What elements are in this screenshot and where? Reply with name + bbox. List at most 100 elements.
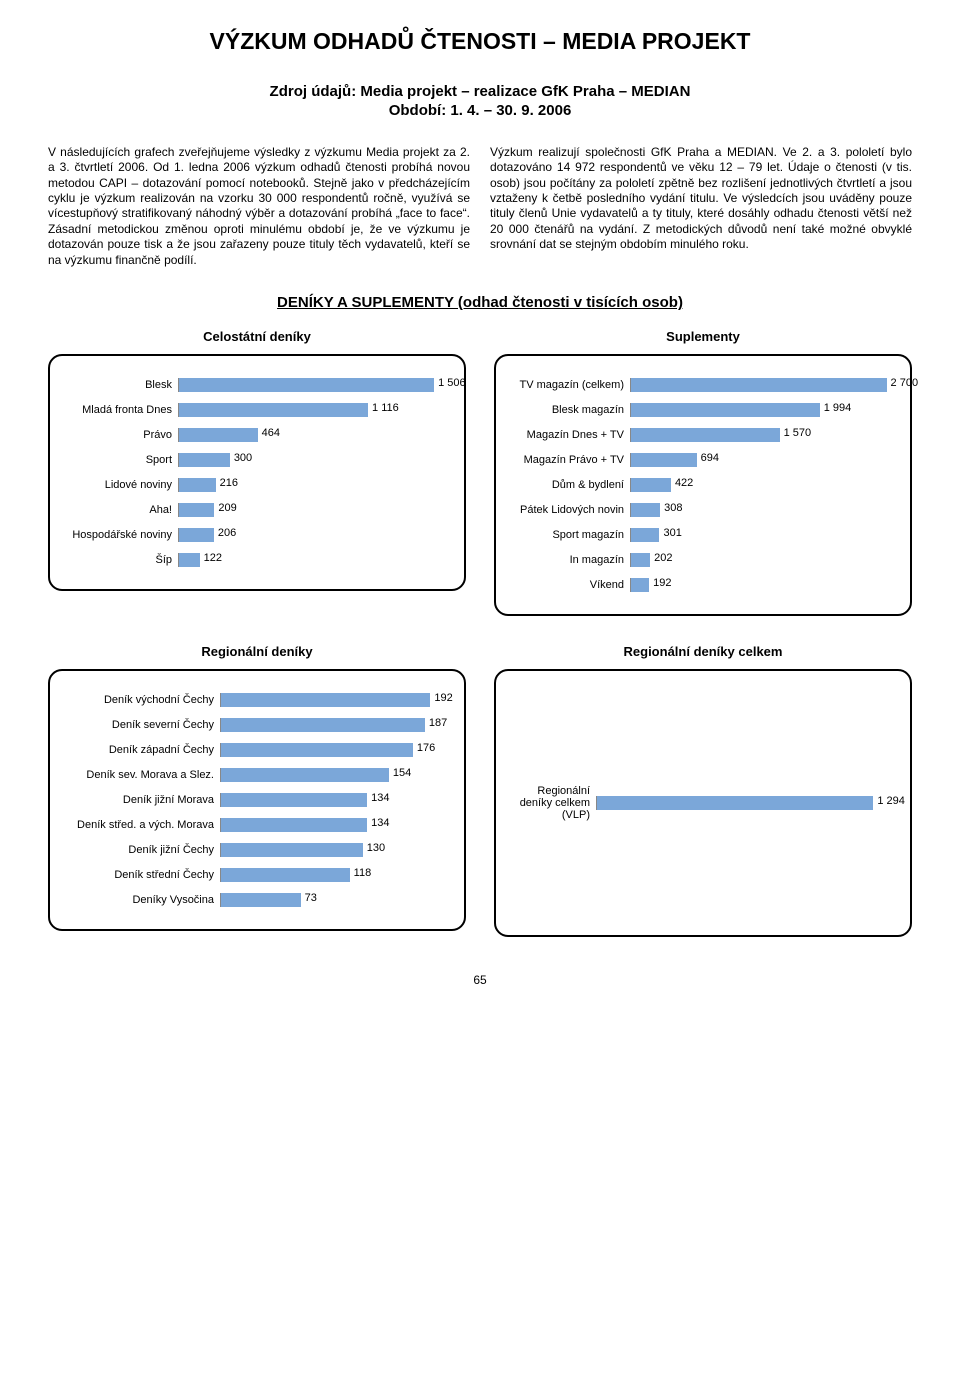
chart-caption: Regionální deníky [48, 644, 466, 659]
bar-value: 694 [701, 452, 719, 464]
chart-row-1: Celostátní deníky Blesk1 506 Mladá fronta… [48, 329, 912, 616]
bar-value: 216 [220, 477, 238, 489]
bar-label: Deník východní Čechy [60, 694, 220, 706]
bar-value: 192 [434, 692, 452, 704]
bar-value: 308 [664, 502, 682, 514]
body-left: V následujících grafech zveřejňujeme výs… [48, 145, 470, 268]
bar-row: Regionální deníky celkem (VLP)1 294 [506, 793, 896, 813]
chart-celostatni-block: Celostátní deníky Blesk1 506 Mladá fronta… [48, 329, 466, 616]
bar-fill [179, 378, 434, 392]
chart-caption: Celostátní deníky [48, 329, 466, 344]
bar-track: 206 [178, 528, 450, 542]
bar-fill [221, 768, 389, 782]
bar-label: Hospodářské noviny [60, 529, 178, 541]
bar-row: In magazín 202 [506, 550, 896, 570]
bar-value: 1 506 [438, 377, 466, 389]
bar-track: 1 570 [630, 428, 896, 442]
bar-label: Aha! [60, 504, 178, 516]
bar-row: TV magazín (celkem)2 700 [506, 375, 896, 395]
bar-fill [179, 428, 258, 442]
chart-regionalni-celkem-block: Regionální deníky celkem Regionální dení… [494, 644, 912, 937]
bar-value: 464 [262, 427, 280, 439]
bar-value: 206 [218, 527, 236, 539]
bar-row: Mladá fronta Dnes1 116 [60, 400, 450, 420]
bar-value: 1 294 [877, 795, 905, 807]
chart-suplementy-block: Suplementy TV magazín (celkem)2 700Blesk… [494, 329, 912, 616]
bar-track: 300 [178, 453, 450, 467]
bar-track: 202 [630, 553, 896, 567]
bar-fill [179, 453, 230, 467]
bar-track: 1 116 [178, 403, 450, 417]
period-line: Období: 1. 4. – 30. 9. 2006 [48, 102, 912, 119]
bar-fill [631, 453, 697, 467]
bar-label: Deník jižní Čechy [60, 844, 220, 856]
bar-track: 694 [630, 453, 896, 467]
bar-value: 192 [653, 577, 671, 589]
bar-value: 202 [654, 552, 672, 564]
bar-track: 192 [630, 578, 896, 592]
bar-row: Dům & bydlení422 [506, 475, 896, 495]
bar-track: 1 506 [178, 378, 450, 392]
bar-value: 209 [218, 502, 236, 514]
bar-fill [221, 893, 301, 907]
bar-value: 1 994 [824, 402, 852, 414]
bar-value: 187 [429, 717, 447, 729]
bar-row: Magazín Právo + TV694 [506, 450, 896, 470]
bar-chart-regionalni: Deník východní Čechy 192 Deník severní Čec… [60, 690, 450, 910]
bar-row: Deník severní Čechy 187 [60, 715, 450, 735]
bar-track: 422 [630, 478, 896, 492]
bar-label: Právo [60, 429, 178, 441]
bar-track: 209 [178, 503, 450, 517]
bar-value: 300 [234, 452, 252, 464]
bar-value: 118 [354, 867, 372, 879]
bar-label: Deník severní Čechy [60, 719, 220, 731]
bar-value: 154 [393, 767, 411, 779]
bar-label: Deník sev. Morava a Slez. [60, 769, 220, 781]
bar-fill [221, 793, 367, 807]
bar-row: Právo 464 [60, 425, 450, 445]
main-title: VÝZKUM ODHADŮ ČTENOSTI – MEDIA PROJEKT [48, 28, 912, 55]
body-columns: V následujících grafech zveřejňujeme výs… [48, 145, 912, 268]
bar-track: 176 [220, 743, 450, 757]
bar-track: 301 [630, 528, 896, 542]
bar-fill [221, 843, 363, 857]
bar-label: Deník střed. a vých. Morava [60, 819, 220, 831]
chart-row-2: Regionální deníky Deník východní Čechy 19… [48, 644, 912, 937]
bar-row: Deníky Vysočina73 [60, 890, 450, 910]
bar-label: Blesk magazín [506, 404, 630, 416]
bar-value: 134 [371, 817, 389, 829]
bar-fill [179, 478, 216, 492]
section-heading: DENÍKY A SUPLEMENTY (odhad čtenosti v ti… [48, 294, 912, 311]
bar-label: Deník střední Čechy [60, 869, 220, 881]
bar-row: Blesk magazín 1 994 [506, 400, 896, 420]
bar-label: Deníky Vysočina [60, 894, 220, 906]
bar-chart-suplementy: TV magazín (celkem)2 700 Blesk magazín 1 9… [506, 375, 896, 595]
bar-track: 134 [220, 793, 450, 807]
bar-fill [631, 553, 650, 567]
bar-fill [179, 503, 214, 517]
bar-fill [597, 796, 873, 810]
bar-row: Deník sev. Morava a Slez. 154 [60, 765, 450, 785]
bar-row: Sport300 [60, 450, 450, 470]
bar-row: Deník západní Čechy176 [60, 740, 450, 760]
page-number: 65 [48, 973, 912, 987]
bar-row: Magazín Dnes + TV1 570 [506, 425, 896, 445]
bar-row: Deník jižní Morava134 [60, 790, 450, 810]
bar-fill [221, 743, 413, 757]
bar-fill [631, 503, 660, 517]
bar-fill [179, 553, 200, 567]
bar-row: Deník východní Čechy 192 [60, 690, 450, 710]
bar-row: Blesk1 506 [60, 375, 450, 395]
bar-track: 308 [630, 503, 896, 517]
bar-fill [631, 528, 659, 542]
bar-label: In magazín [506, 554, 630, 566]
bar-label: Deník jižní Morava [60, 794, 220, 806]
bar-track: 130 [220, 843, 450, 857]
bar-track: 134 [220, 818, 450, 832]
bar-value: 2 700 [891, 377, 919, 389]
bar-row: Lidové noviny216 [60, 475, 450, 495]
bar-label: Víkend [506, 579, 630, 591]
bar-track: 73 [220, 893, 450, 907]
bar-fill [631, 378, 887, 392]
bar-row: Pátek Lidových novin308 [506, 500, 896, 520]
